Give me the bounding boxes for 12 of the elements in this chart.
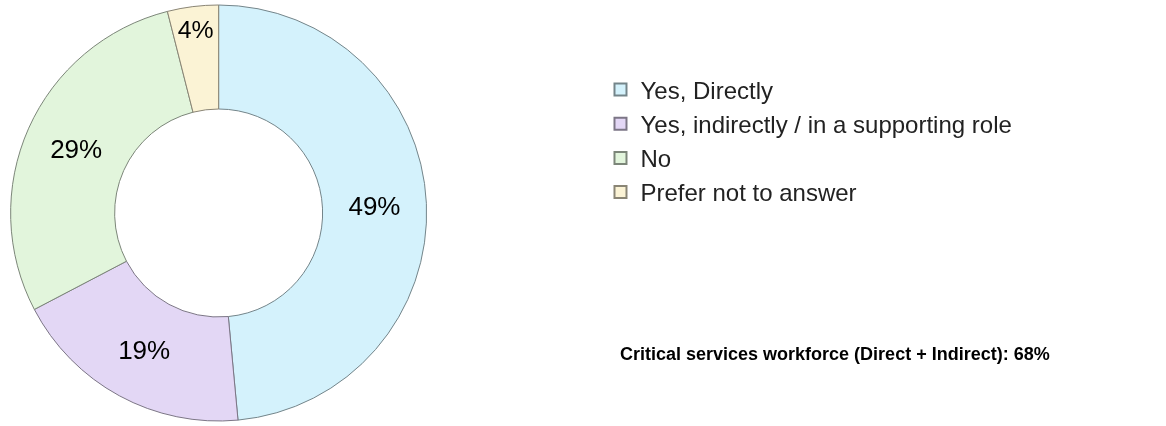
text: Critical services workforce (Direct + Indirect): 68% [620,344,1050,364]
legend-label: Yes, indirectly / in a supporting role [640,111,1012,139]
data-label: 29% [50,134,103,165]
legend-label: No [640,145,672,173]
donut-slice [218,4,427,421]
legend-label: Yes, Directly [640,76,773,104]
donut-slice [33,260,239,422]
legend-label: Prefer not to answer [640,179,857,207]
donut-slice [166,4,220,113]
data-label: 19% [118,335,171,366]
data-label: 49% [348,190,401,221]
data-label: 4% [177,15,214,43]
